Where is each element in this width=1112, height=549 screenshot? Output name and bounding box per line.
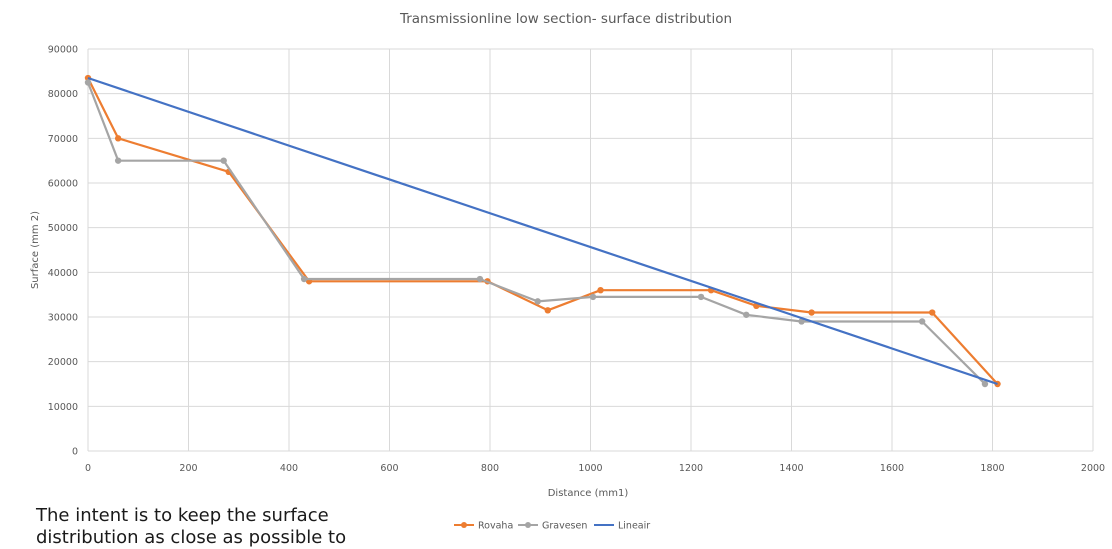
x-tick-label: 1400: [779, 463, 803, 474]
data-point-gravesen: [743, 311, 750, 318]
y-tick-label: 50000: [48, 223, 78, 234]
chart-title: Transmissionline low section- surface di…: [399, 11, 732, 27]
x-tick-label: 1600: [880, 463, 904, 474]
data-point-rovaha: [114, 135, 122, 142]
x-tick-label: 2000: [1081, 463, 1105, 474]
y-tick-label: 30000: [48, 313, 78, 324]
y-tick-label: 60000: [48, 179, 78, 190]
series-line-gravesen: [86, 82, 986, 385]
data-point-gravesen: [697, 293, 705, 301]
legend: Rovaha Gravesen Lineair: [454, 521, 650, 532]
data-point-gravesen: [534, 298, 541, 305]
legend-label-rovaha: Rovaha: [478, 521, 513, 532]
data-point-gravesen: [589, 293, 597, 301]
grid: [87, 48, 1094, 452]
data-point-rovaha: [544, 307, 551, 314]
x-axis-title: Distance (mm1): [548, 488, 629, 499]
x-tick-label: 800: [481, 463, 499, 474]
series-line-rovaha: [87, 77, 999, 385]
data-point-gravesen: [798, 318, 805, 325]
data-point-rovaha: [929, 309, 936, 316]
data-point-gravesen: [114, 157, 122, 164]
legend-item-rovaha: Rovaha: [454, 521, 513, 532]
y-tick-label: 0: [72, 447, 78, 458]
data-point-gravesen: [918, 318, 926, 325]
data-point-rovaha: [597, 287, 604, 294]
y-tick-label: 20000: [48, 357, 78, 368]
y-tick-label: 40000: [48, 268, 78, 279]
legend-marker-gravesen: [525, 522, 531, 528]
data-point-gravesen: [84, 79, 92, 86]
legend-item-lineair: Lineair: [594, 521, 650, 532]
y-tick-label: 10000: [48, 402, 78, 413]
x-tick-label: 1800: [980, 463, 1004, 474]
y-tick-label: 80000: [48, 89, 78, 100]
legend-label-gravesen: Gravesen: [542, 521, 587, 532]
data-point-gravesen: [981, 380, 989, 388]
data-point-gravesen: [476, 275, 484, 283]
x-tick-label: 400: [280, 463, 298, 474]
legend-item-gravesen: Gravesen: [518, 521, 587, 532]
y-tick-label: 90000: [48, 45, 78, 56]
x-tick-label: 1000: [578, 463, 602, 474]
plot-series: [84, 74, 1001, 388]
y-axis-title: Surface (mm 2): [30, 211, 41, 289]
legend-label-lineair: Lineair: [618, 521, 650, 532]
data-point-rovaha: [808, 309, 815, 316]
x-tick-label: 200: [179, 463, 197, 474]
data-point-gravesen: [220, 157, 227, 164]
x-tick-label: 0: [85, 463, 91, 474]
series-lineair: [87, 76, 998, 386]
caption-text: The intent is to keep the surface distri…: [36, 505, 347, 548]
y-tick-labels: 0 10000 20000 30000 40000 50000 60000 70000 8000…: [48, 45, 78, 458]
y-tick-label: 70000: [48, 134, 78, 145]
x-tick-label: 1200: [679, 463, 703, 474]
x-tick-labels: 0 200 400 600 800 1000 1200 1400 1600 1800 2000: [85, 463, 1105, 474]
data-point-gravesen: [300, 275, 308, 283]
legend-marker-rovaha: [461, 522, 467, 528]
series-line-lineair: [87, 76, 998, 386]
series-gravesen: [84, 79, 989, 388]
x-tick-label: 600: [380, 463, 398, 474]
